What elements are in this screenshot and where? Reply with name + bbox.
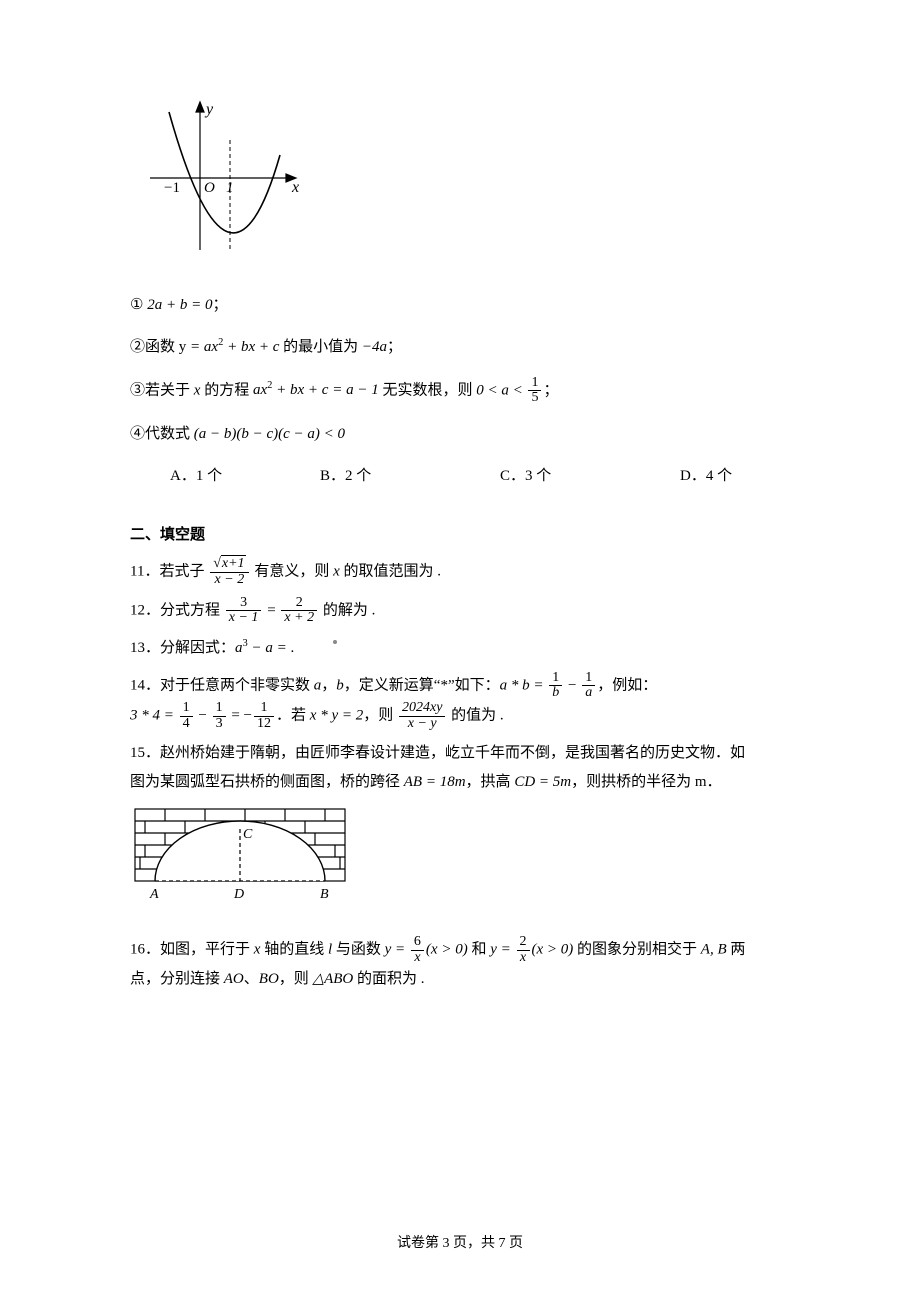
answer-options: A．1 个 B．2 个 C．3 个 D．4 个	[130, 462, 790, 491]
parabola-svg: y x O −1 1	[140, 100, 310, 260]
s3-mid2: 无实数根，则	[379, 382, 477, 398]
origin-label: O	[204, 180, 215, 196]
s3-suffix: ；	[543, 382, 558, 398]
question-16: 16．如图，平行于 x 轴的直线 l 与函数 y = 6x(x > 0) 和 y…	[130, 935, 790, 994]
q11-frac: √x+1 x − 2	[210, 557, 248, 587]
bridge-figure: A D B C	[130, 804, 790, 925]
question-11: 11．若式子 √x+1 x − 2 有意义，则 x 的取值范围为 .	[130, 557, 790, 587]
s2-mid: 的最小值为	[279, 339, 362, 355]
option-d[interactable]: D．4 个	[680, 462, 732, 491]
s4-expr: (a − b)(b − c)(c − a) < 0	[194, 426, 345, 442]
page-footer: 试卷第 3 页，共 7 页	[0, 1231, 920, 1258]
option-c[interactable]: C．3 个	[500, 462, 680, 491]
s2-suffix: ；	[387, 339, 402, 355]
s3-mid1: 的方程	[200, 382, 253, 398]
s3-prefix: ③若关于	[130, 382, 194, 398]
s3-frac: 15	[528, 376, 541, 406]
bridge-label-a: A	[149, 887, 159, 902]
page-marker-dot	[333, 640, 337, 644]
statement-3: ③若关于 x 的方程 ax2 + bx + c = a − 1 无实数根，则 0…	[130, 376, 790, 406]
question-13: 13．分解因式：a3 − a = .	[130, 634, 790, 663]
option-a[interactable]: A．1 个	[170, 462, 320, 491]
s2-val: −4a	[362, 339, 387, 355]
s1-math: 2a + b = 0	[147, 297, 212, 313]
bridge-label-d: D	[233, 887, 244, 902]
statement-1: ① 2a + b = 0；	[130, 291, 790, 320]
bridge-label-b: B	[320, 887, 329, 902]
question-15: 15．赵州桥始建于隋朝，由匠师李春设计建造，屹立千年而不倒，是我国著名的历史文物…	[130, 739, 790, 796]
option-b[interactable]: B．2 个	[320, 462, 500, 491]
tick-pos1: 1	[226, 180, 234, 196]
axis-label-x: x	[291, 179, 299, 196]
s4-prefix: ④代数式	[130, 426, 194, 442]
question-12: 12．分式方程 3x − 1 = 2x + 2 的解为 .	[130, 596, 790, 626]
s1-suffix: ；	[212, 297, 227, 313]
s1-prefix: ①	[130, 297, 147, 313]
parabola-graph: y x O −1 1	[140, 100, 790, 271]
section-fill-blank: 二、填空题	[130, 521, 790, 550]
s2-prefix: ②函数	[130, 339, 179, 355]
question-14: 14．对于任意两个非零实数 a，b，定义新运算“*”如下：a * b = 1b …	[130, 671, 790, 732]
bridge-label-c: C	[243, 827, 253, 842]
bridge-svg: A D B C	[130, 804, 350, 914]
s3-ineq: 0 < a <	[476, 382, 523, 398]
statement-4: ④代数式 (a − b)(b − c)(c − a) < 0	[130, 420, 790, 449]
page: y x O −1 1 ① 2a + b = 0； ②函数 y = ax2 + b…	[0, 0, 920, 1302]
axis-label-y: y	[204, 101, 214, 118]
statement-2: ②函数 y = ax2 + bx + c 的最小值为 −4a；	[130, 333, 790, 362]
tick-neg1: −1	[164, 180, 180, 196]
